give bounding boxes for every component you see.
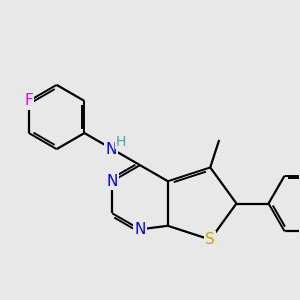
Text: S: S (206, 232, 215, 247)
Text: N: N (134, 222, 146, 237)
Text: F: F (25, 94, 33, 109)
Text: N: N (105, 142, 116, 157)
Text: H: H (116, 135, 126, 149)
Text: N: N (106, 174, 118, 189)
